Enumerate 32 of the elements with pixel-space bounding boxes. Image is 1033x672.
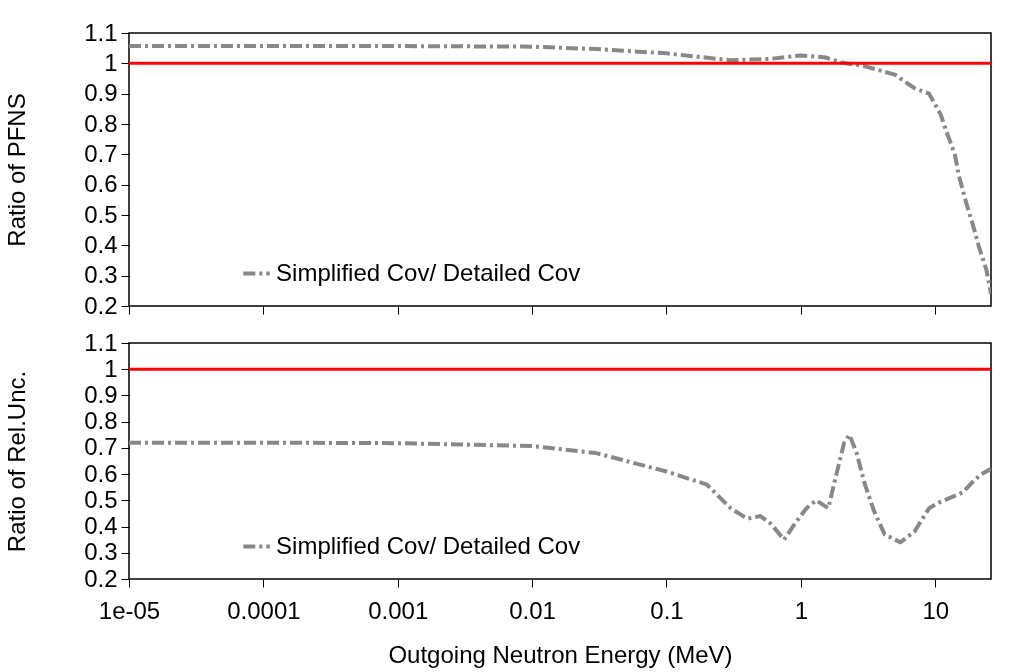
y-tick-label: 1.1 [84,328,118,356]
y-axis-title: Ratio of PFNS [2,93,30,247]
y-tick-label: 0.6 [84,459,118,487]
legend-label: Simplified Cov/ Detailed Cov [276,531,581,559]
x-tick-label: 0.0001 [227,596,301,624]
y-tick-label: 0.2 [84,291,118,319]
legend-label: Simplified Cov/ Detailed Cov [276,258,581,286]
y-tick-label: 0.7 [84,139,118,167]
x-tick-label: 1 [794,596,809,624]
y-tick-label: 1 [104,354,118,382]
y-tick-label: 0.4 [84,512,118,540]
y-tick-label: 0.6 [84,170,118,198]
x-axis-title: Outgoing Neutron Energy (MeV) [388,640,733,668]
y-tick-label: 0.5 [84,485,118,513]
x-tick-label: 10 [922,596,950,624]
y-tick-label: 0.5 [84,200,118,228]
y-tick-label: 0.4 [84,230,118,258]
x-tick-label: 1e-05 [98,596,161,624]
y-tick-label: 1 [104,48,118,76]
y-tick-label: 1.1 [84,18,118,46]
y-tick-label: 0.9 [84,79,118,107]
y-tick-label: 0.9 [84,380,118,408]
x-tick-label: 0.1 [650,596,684,624]
y-axis-title: Ratio of Rel.Unc. [2,370,30,553]
x-tick-label: 0.01 [509,596,556,624]
y-tick-label: 0.3 [84,538,118,566]
y-tick-label: 0.3 [84,261,118,289]
x-tick-label: 0.001 [368,596,429,624]
y-tick-label: 0.8 [84,407,118,435]
y-tick-label: 0.8 [84,109,118,137]
y-tick-label: 0.7 [84,433,118,461]
y-tick-label: 0.2 [84,564,118,592]
